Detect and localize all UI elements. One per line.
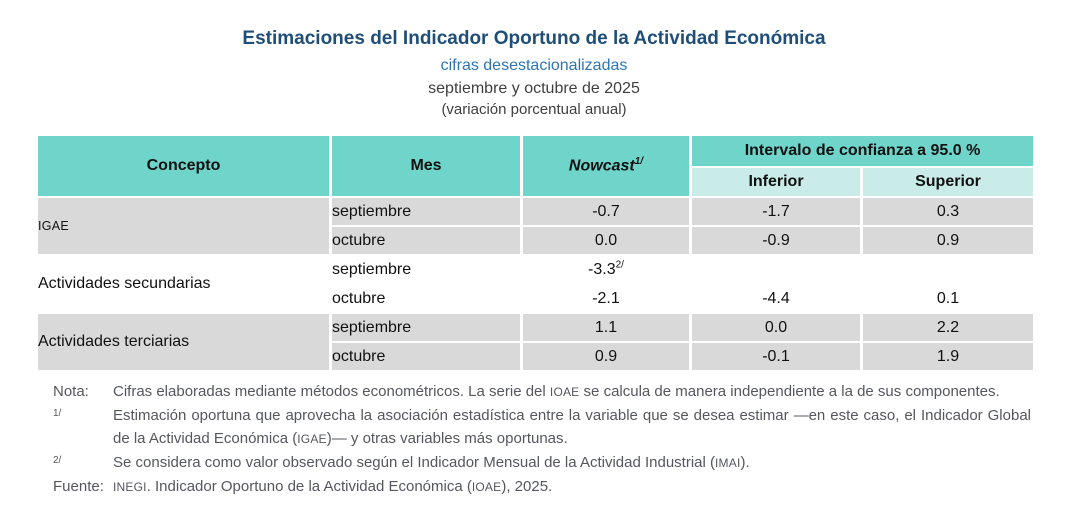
superior-cell [863,254,1034,283]
footnote-text: Se considera como valor observado según … [113,454,716,471]
footnote-text: ). [740,454,750,471]
nowcast-cell: 0.9 [523,341,692,370]
footnote: Nota: Cifras elaboradas mediante métodos … [53,380,1031,404]
inferior-cell [692,254,863,283]
nowcast-cell: 0.0 [523,225,692,254]
mes-cell: octubre [332,283,523,312]
acronym: IMAI [715,456,741,470]
superior-cell: 0.3 [863,196,1034,225]
footnote-text: ), 2025. [501,478,553,495]
mes-cell: octubre [332,341,523,370]
mes-cell: octubre [332,225,523,254]
superior-cell: 2.2 [863,312,1034,341]
concepto-cell: Actividades terciarias [38,312,332,370]
title-block: Estimaciones del Indicador Oportuno de l… [0,0,1068,120]
footnote: 2/Se considera como valor observado segú… [53,451,1031,475]
acronym: IGAE [297,432,327,446]
footnote-label: 2/ [53,455,62,466]
footnote-label: 1/ [53,408,62,419]
concepto-cell: IGAE [38,196,332,254]
footnote-text: Cifras elaboradas mediante métodos econo… [113,383,550,400]
header-mes: Mes [332,136,523,196]
footnote-text: se calcula de manera independiente a la … [579,383,1000,400]
subtitle-seasonal: cifras desestacionalizadas [440,57,628,74]
nowcast-cell: -0.7 [523,196,692,225]
header-nowcast: Nowcast1/ [523,136,692,196]
table-body: IGAE septiembre -0.7 -1.7 0.3 octubre 0.0 -0.9 0… [38,196,1034,370]
subtitle-months: septiembre y octubre de 2025 [428,80,640,97]
header-interval: Intervalo de confianza a 95.0 % [692,136,1034,166]
inferior-cell: 0.0 [692,312,863,341]
acronym: IOAE [549,385,580,399]
superior-cell: 1.9 [863,341,1034,370]
inferior-cell: -4.4 [692,283,863,312]
subtitle-variation: (variación porcentual anual) [441,101,627,118]
table-row: octubre -2.1 -4.4 0.1 [38,283,1034,312]
mes-cell: septiembre [332,254,523,283]
footnote: 1/Estimación oportuna que aprovecha la a… [53,404,1031,451]
footnote-text: )— y otras variables más oportunas. [326,430,568,447]
table-row: octubre 0.9 -0.1 1.9 [38,341,1034,370]
inferior-cell: -1.7 [692,196,863,225]
table-row: IGAE septiembre -0.7 -1.7 0.3 [38,196,1034,254]
acronym: INEGI [113,480,147,494]
footnote-label: Nota: [53,383,89,400]
nowcast-cell: -2.1 [523,283,692,312]
acronym: IOAE [471,480,502,494]
nowcast-cell: 1.1 [523,312,692,341]
footnote: Fuente: INEGI. Indicador Oportuno de la A… [53,475,1031,499]
inferior-cell: -0.9 [692,225,863,254]
header-inferior: Inferior [692,166,863,196]
header-concepto: Concepto [38,136,332,196]
footnotes: Nota: Cifras elaboradas mediante métodos … [53,380,1031,499]
table-row: octubre 0.0 -0.9 0.9 [38,225,1034,254]
header-nowcast-footref: 1/ [634,156,644,168]
footnote-text: Estimación oportuna que aprovecha la aso… [113,407,1031,447]
superior-cell: 0.1 [863,283,1034,312]
mes-cell: septiembre [332,312,523,341]
footnote-ref: 2/ [615,259,624,271]
concepto-cell: Actividades secundarias [38,254,332,312]
inferior-cell: -0.1 [692,341,863,370]
header-nowcast-label: Nowcast [568,157,635,175]
mes-cell: septiembre [332,196,523,225]
page-title: Estimaciones del Indicador Oportuno de l… [242,28,826,49]
footnote-text: . Indicador Oportuno de la Actividad Eco… [146,478,472,495]
table-row: Actividades secundarias septiembre -3.32/ [38,254,1034,312]
footnote-label: Fuente: [53,478,104,495]
estimates-table: Concepto Mes Nowcast1/ Intervalo de conf… [38,136,1034,370]
header-superior: Superior [863,166,1034,196]
nowcast-cell: -3.32/ [523,254,692,283]
superior-cell: 0.9 [863,225,1034,254]
table-row: Actividades terciarias septiembre 1.1 0.0 2.… [38,312,1034,370]
